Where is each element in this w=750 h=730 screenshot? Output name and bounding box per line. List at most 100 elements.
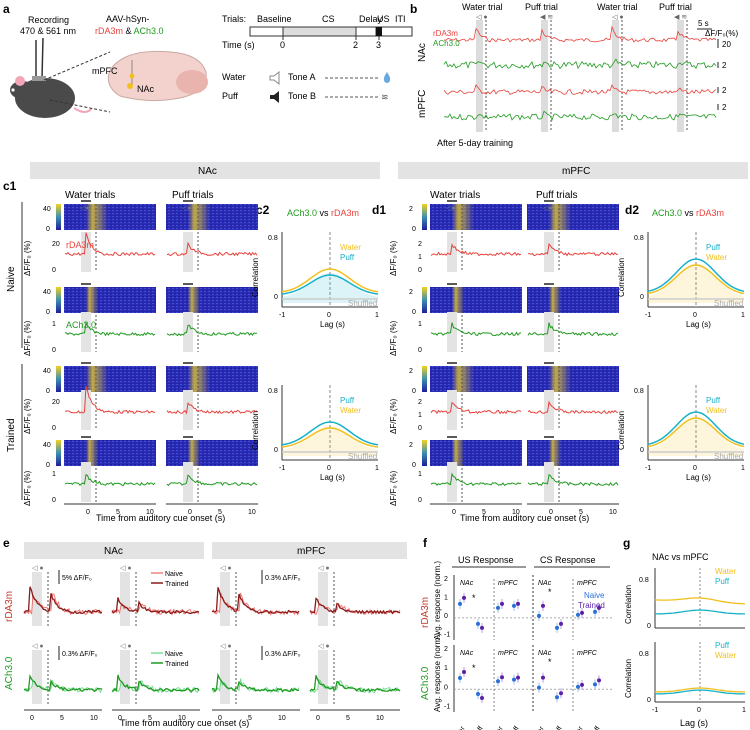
x-tick: 5 bbox=[579, 509, 583, 516]
y-tick: 0 bbox=[52, 497, 56, 504]
colorbar-min: 0 bbox=[46, 388, 50, 395]
y-axis-label: ΔF/F₀ (%) bbox=[23, 320, 32, 356]
f-y-tick: -1 bbox=[444, 703, 450, 710]
e-trace-trained bbox=[211, 672, 300, 693]
heatmap-hot-band bbox=[188, 440, 200, 466]
corr-legend-first: Puff bbox=[706, 243, 721, 252]
heatmap bbox=[527, 440, 619, 466]
trace-nac-rda3m bbox=[443, 25, 717, 43]
corr-curve-first bbox=[647, 258, 745, 293]
f-x-label: Puff bbox=[509, 725, 521, 730]
recording-label-2: 470 & 561 nm bbox=[20, 26, 76, 36]
recording-label-1: Recording bbox=[28, 15, 69, 25]
e-x-axis-label: Time from auditory cue onset (s) bbox=[120, 718, 249, 728]
air-puff-icon: ≋ bbox=[381, 92, 389, 102]
svg-text:◁ ●: ◁ ● bbox=[612, 14, 624, 21]
f-row-label-ach: ACh3.0 bbox=[420, 666, 431, 700]
f-dot-naive bbox=[555, 625, 559, 630]
section-header-nac: NAc bbox=[198, 166, 217, 177]
g-legend-second: Puff bbox=[715, 577, 730, 586]
f-region-nac: NAc bbox=[538, 580, 552, 587]
y-tick: 20 bbox=[52, 399, 60, 406]
y-tick: 1 bbox=[418, 412, 422, 419]
e-cue-shade bbox=[220, 650, 230, 704]
corr-legend-second: Water bbox=[706, 406, 727, 415]
section-header-nac-bg bbox=[30, 162, 380, 179]
colorbar-min: 0 bbox=[412, 388, 416, 395]
heatmap bbox=[64, 204, 156, 230]
corr-curve-second bbox=[647, 417, 745, 448]
e-header-nac: NAc bbox=[104, 546, 123, 557]
g-legend-second: Water bbox=[715, 651, 736, 660]
d1-col-header-puff: Puff trials bbox=[536, 190, 578, 201]
corr-x-label: Lag (s) bbox=[686, 473, 711, 482]
speaker-outline-icon bbox=[269, 70, 280, 86]
f-dot-trained bbox=[559, 621, 563, 626]
e-cue-icon: ◁ ● bbox=[220, 565, 232, 572]
f-x-label: Puff bbox=[590, 725, 602, 730]
trace-red-label: rDA3m bbox=[433, 29, 458, 38]
y-tick: 0 bbox=[418, 425, 422, 432]
heatmap-hot-band bbox=[549, 287, 561, 313]
mean-trace bbox=[430, 243, 522, 257]
scale-value-4: 2 bbox=[722, 103, 727, 112]
nac-region-label: NAc bbox=[137, 84, 155, 94]
correlation-plots: ACh3.0 vs rDA3m ACh3.0 vs rDA3mShuffledWa… bbox=[251, 208, 745, 482]
trace-mpfc-ach bbox=[443, 110, 717, 122]
f-dot-naive bbox=[476, 621, 480, 626]
phase-delay: Delay bbox=[359, 14, 383, 24]
corr-band bbox=[282, 273, 378, 303]
f-star: * bbox=[472, 593, 476, 603]
e-legend-trained: Trained bbox=[165, 661, 189, 668]
colorbar-max: 40 bbox=[43, 289, 51, 296]
e-cue-shade bbox=[120, 572, 130, 626]
colorbar bbox=[422, 366, 427, 392]
trial-us-lines bbox=[485, 20, 688, 132]
panel-c2-label: c2 bbox=[256, 203, 270, 217]
cue-icon: ◁● bbox=[182, 205, 192, 212]
f-dot-naive bbox=[512, 603, 516, 608]
trial-label-4: Puff trial bbox=[659, 2, 692, 12]
heatmap bbox=[64, 366, 156, 392]
e-cue-icon: ◁ ● bbox=[318, 643, 330, 650]
heatmap-hot-band bbox=[188, 366, 210, 392]
corr-legend-second: Water bbox=[706, 253, 727, 262]
f-dot-trained bbox=[462, 670, 466, 675]
g-y-label: Correlation bbox=[624, 585, 633, 624]
f-star: * bbox=[548, 657, 552, 667]
virus-amp: & bbox=[123, 26, 134, 36]
water-label: Water bbox=[222, 72, 246, 82]
colorbar-max: 2 bbox=[409, 442, 413, 449]
corr-shuffled-label: Shuffled bbox=[714, 299, 743, 308]
corr-curve-second bbox=[647, 264, 745, 295]
e-scale-label: 0.3% ΔF/F₀ bbox=[265, 575, 301, 582]
corr-y-tick: 0 bbox=[274, 294, 278, 301]
g-y-label: Correlation bbox=[624, 659, 633, 698]
corr-y-label: Correlation bbox=[251, 411, 260, 450]
trial-shading bbox=[476, 20, 684, 132]
puff-label: Puff bbox=[222, 91, 238, 101]
f-dot-naive bbox=[593, 682, 597, 687]
colorbar-min: 0 bbox=[412, 226, 416, 233]
x-tick: 0 bbox=[549, 509, 553, 516]
heatmap-hot-band bbox=[549, 204, 571, 230]
f-row-label-rda3m: rDA3m bbox=[420, 597, 431, 628]
f-region-mpfc: mPFC bbox=[498, 580, 519, 587]
f-dot-naive bbox=[476, 692, 480, 697]
y-tick: 1 bbox=[418, 254, 422, 261]
f-y-tick: 0 bbox=[444, 613, 448, 620]
y-tick: 1 bbox=[418, 471, 422, 478]
heatmap-hot-band bbox=[549, 440, 561, 466]
cue-shade bbox=[544, 462, 554, 502]
cue-shade bbox=[183, 312, 193, 352]
corr-x-tick: 0 bbox=[693, 465, 697, 472]
cue-shade bbox=[81, 232, 91, 272]
heatmap-hot-band bbox=[549, 366, 571, 392]
heatmap bbox=[64, 440, 156, 466]
corr-legend-second: Water bbox=[340, 406, 361, 415]
water-tone-label: Tone A bbox=[288, 72, 316, 82]
corr-curve-first bbox=[281, 421, 379, 446]
f-dot-naive bbox=[496, 605, 500, 610]
g-y-tick: 0.8 bbox=[639, 651, 649, 658]
